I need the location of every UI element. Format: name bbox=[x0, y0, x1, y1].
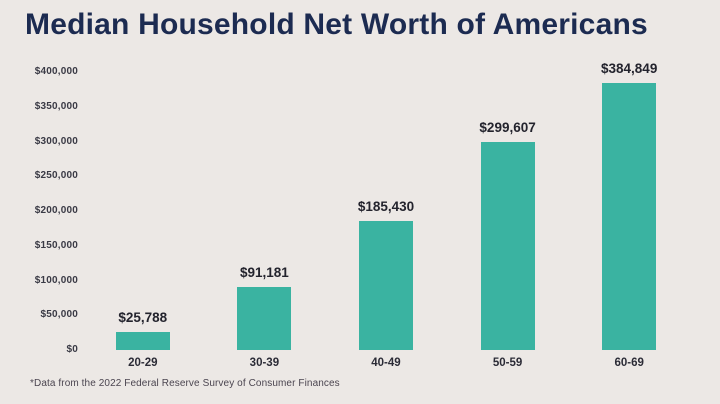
bar-value-label: $185,430 bbox=[357, 199, 415, 215]
bar-category-label: 20-29 bbox=[128, 357, 158, 369]
y-tick-label: $250,000 bbox=[34, 170, 78, 182]
y-tick-label: $50,000 bbox=[40, 309, 78, 321]
bar-category-label: 60-69 bbox=[614, 357, 644, 369]
y-tick-label: $350,000 bbox=[34, 100, 78, 112]
y-tick-label: $200,000 bbox=[34, 205, 78, 216]
bar-value-label: $91,181 bbox=[239, 264, 289, 280]
bar-value-label: $25,788 bbox=[118, 310, 168, 326]
bar-category-label: 30-39 bbox=[249, 357, 280, 369]
bar bbox=[237, 286, 292, 350]
y-tick-label: $0 bbox=[66, 344, 78, 355]
bar bbox=[115, 332, 170, 350]
page-title: Median Household Net Worth of Americans bbox=[25, 8, 648, 41]
bar bbox=[480, 141, 535, 350]
bar bbox=[358, 221, 413, 350]
y-tick-label: $300,000 bbox=[34, 135, 78, 147]
bar-group: $384,849 60-69 bbox=[568, 60, 690, 370]
y-tick-label: $100,000 bbox=[34, 274, 78, 286]
bar bbox=[602, 82, 657, 350]
bar-category-label: 40-49 bbox=[371, 357, 401, 369]
y-axis: $0 $50,000 $100,000 $150,000 $200,000 $250,00… bbox=[0, 0, 78, 404]
bar-group: $91,181 30-39 bbox=[204, 60, 326, 369]
bar-group: $185,430 40-49 bbox=[325, 60, 447, 369]
bar-value-label: $299,607 bbox=[479, 119, 536, 135]
y-tick-label: $400,000 bbox=[34, 66, 78, 77]
bar-value-label: $384,849 bbox=[601, 60, 658, 76]
footnote: *Data from the 2022 Federal Reserve Surv… bbox=[30, 378, 340, 389]
bar-category-label: 50-59 bbox=[492, 357, 523, 369]
bar-group: $25,788 20-29 bbox=[82, 60, 204, 369]
plot-area: $25,788 20-29 $91,181 30-39 $185,430 40-49 $29… bbox=[82, 60, 690, 370]
y-tick-label: $150,000 bbox=[34, 239, 78, 251]
bar-group: $299,607 50-59 bbox=[447, 60, 569, 369]
